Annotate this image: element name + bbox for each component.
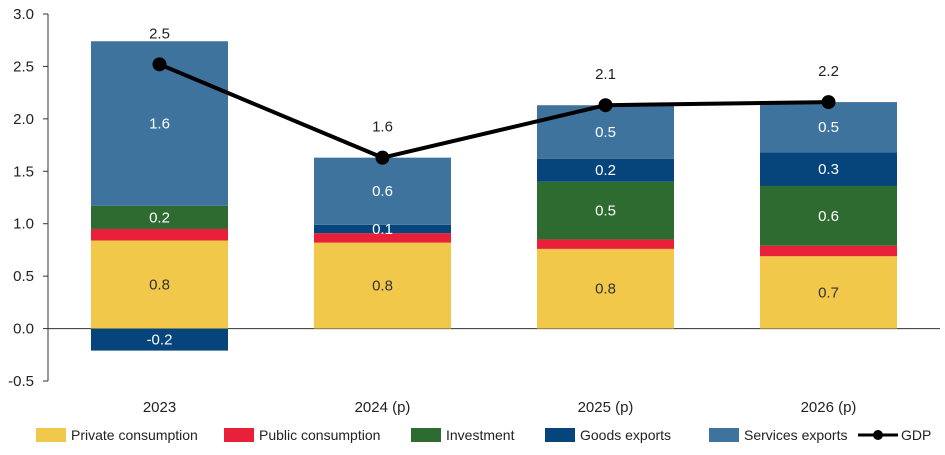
legend-label: Public consumption xyxy=(259,427,380,443)
segment-label: 0.1 xyxy=(372,221,393,238)
bar-segment xyxy=(314,157,451,225)
bar-segment xyxy=(760,152,897,186)
segment-label: 0.7 xyxy=(818,284,839,301)
segment-label: 0.5 xyxy=(595,203,616,220)
bar-segment xyxy=(537,248,674,329)
x-tick-label: 2025 (p) xyxy=(578,399,634,416)
segment-label: -0.2 xyxy=(147,332,173,349)
legend-swatch xyxy=(36,428,66,442)
segment-label: 0.6 xyxy=(372,183,393,200)
segment-label: 0.2 xyxy=(595,162,616,179)
x-axis: 2023 2024 (p) 2025 (p) 2026 (p) xyxy=(143,399,857,416)
legend-line-marker xyxy=(873,430,883,440)
segment-label: 0.8 xyxy=(149,277,170,294)
gdp-line xyxy=(158,62,829,160)
stacked-bars xyxy=(91,41,897,351)
bar-segment xyxy=(537,158,674,182)
legend-swatch xyxy=(224,428,254,442)
gdp-point xyxy=(821,95,836,110)
legend-label: GDP xyxy=(901,427,931,443)
y-tick-label: -0.5 xyxy=(8,373,34,390)
bar-segment xyxy=(314,242,451,329)
bar-segment xyxy=(760,102,897,153)
legend-swatch xyxy=(709,428,739,442)
bar-segment xyxy=(760,185,897,246)
bar-segment xyxy=(537,239,674,249)
segment-label: 0.5 xyxy=(595,124,616,141)
bar-segment xyxy=(314,233,451,243)
bar-segment xyxy=(537,181,674,240)
gdp-point xyxy=(152,57,167,72)
legend-label: Goods exports xyxy=(580,427,671,443)
segment-label: 0.5 xyxy=(818,119,839,136)
gdp-point xyxy=(375,150,390,165)
segment-label: 0.6 xyxy=(818,208,839,225)
segment-label: 0.3 xyxy=(818,161,839,178)
y-tick-label: 1.5 xyxy=(13,163,34,180)
bar-segment xyxy=(91,240,228,329)
legend: Private consumption Public consumption Inv… xyxy=(36,427,931,443)
gdp-point xyxy=(598,98,613,113)
bar-segment xyxy=(760,245,897,257)
segment-label: 0.8 xyxy=(595,281,616,298)
x-tick-label: 2023 xyxy=(143,399,176,416)
segment-label: 1.6 xyxy=(149,116,170,133)
segment-label: 0.8 xyxy=(372,278,393,295)
bar-segment xyxy=(91,228,228,241)
legend-label: Investment xyxy=(446,427,515,443)
legend-swatch xyxy=(545,428,575,442)
segment-label: 0.2 xyxy=(149,209,170,226)
bar-segment xyxy=(91,328,228,351)
y-tick-label: 1.0 xyxy=(13,216,34,233)
gdp-line-series: 2.5 1.6 2.1 2.2 xyxy=(149,25,839,165)
gdp-label: 2.1 xyxy=(595,66,616,83)
x-tick-label: 2024 (p) xyxy=(355,399,411,416)
legend-label: Private consumption xyxy=(71,427,198,443)
legend-label: Services exports xyxy=(744,427,847,443)
y-tick-label: 3.0 xyxy=(13,6,34,23)
x-tick-label: 2026 (p) xyxy=(801,399,857,416)
bar-segment xyxy=(314,224,451,234)
gdp-label: 2.5 xyxy=(149,25,170,42)
y-tick-label: 0.0 xyxy=(13,321,34,338)
gdp-label: 1.6 xyxy=(372,119,393,136)
y-tick-label: 0.5 xyxy=(13,268,34,285)
y-tick-label: 2.5 xyxy=(13,58,34,75)
gdp-label: 2.2 xyxy=(818,63,839,80)
segment-labels: 0.8 0.2 -0.2 1.6 0.8 0.1 0.6 0.8 0.5 0.2 0.5 0.7 0.6… xyxy=(147,116,839,349)
bar-segment xyxy=(760,256,897,329)
y-tick-label: 2.0 xyxy=(13,111,34,128)
bar-segment xyxy=(91,205,228,229)
legend-swatch xyxy=(411,428,441,442)
